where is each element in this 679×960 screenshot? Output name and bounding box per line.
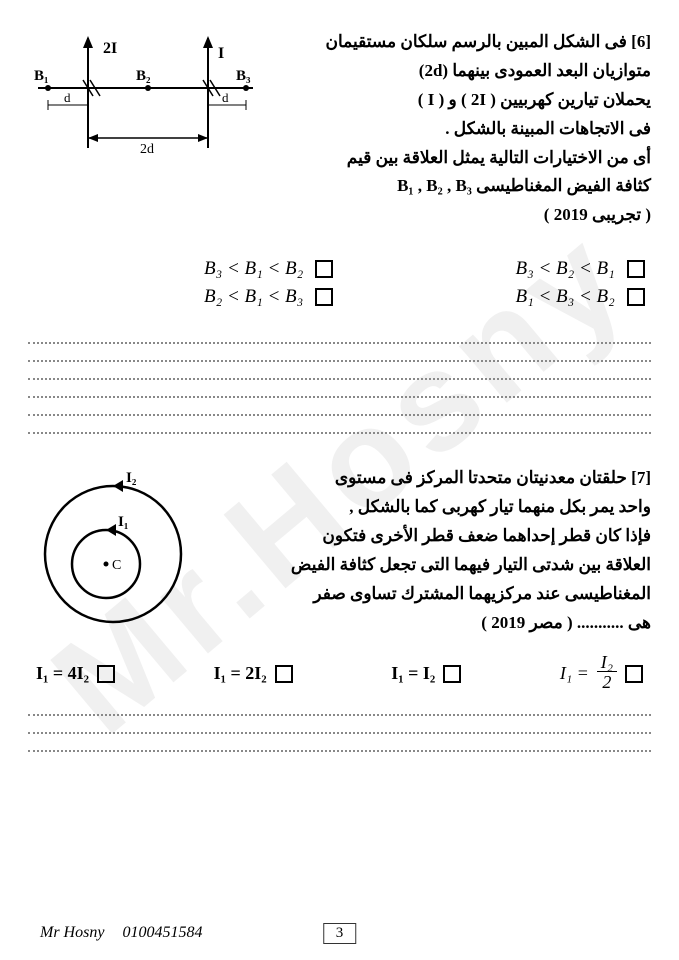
q7-line-4: المغناطيسى عند مركزيهما المشترك تساوى صف… <box>313 584 651 603</box>
dotted-line <box>28 732 651 734</box>
q7-line-0: حلقتان معدنيتان متحدتا المركز فى مستوى <box>335 468 627 487</box>
q6-option-d[interactable]: B₁ < B₃ < B₂ <box>346 286 645 308</box>
q6-option-a[interactable]: B₃ < B₁ < B₂ <box>34 258 333 280</box>
q6-line-2: يحملان تيارين كهربيين ( 2I ) و ( I ) <box>418 90 651 109</box>
checkbox-icon <box>443 665 461 683</box>
q6-line-3: فى الاتجاهات المبينة بالشكل . <box>445 119 651 138</box>
q7-line-1: واحد يمر بكل منهما تيار كهربى كما بالشكل… <box>349 497 651 516</box>
q7-label-I2: I₂ <box>126 470 137 486</box>
q6-label-B1: B₁ <box>34 68 49 84</box>
q7-option-a-text: I₁ = 4I₂ <box>36 663 89 684</box>
q7-option-a[interactable]: I₁ = 4I₂ <box>36 653 115 694</box>
q6-figure: 2I I B₁ B₂ B₃ <box>28 28 258 183</box>
checkbox-icon <box>625 665 643 683</box>
question-7: I₂ I₁ C [7] حلقتان معدنيتان متحدتا المرك… <box>28 464 651 639</box>
q7-option-d-den: 2 <box>597 672 617 694</box>
dotted-line <box>28 396 651 398</box>
dotted-line <box>28 378 651 380</box>
checkbox-icon <box>627 288 645 306</box>
q6-line-0: فى الشكل المبين بالرسم سلكان مستقيمان <box>326 32 627 51</box>
q6-line-4: أى من الاختيارات التالية يمثل العلاقة بي… <box>347 148 651 167</box>
footer-author: Mr Hosny <box>40 924 104 942</box>
q7-option-d-lhs: I₁ = <box>560 663 589 684</box>
q6-label-B2: B₂ <box>136 68 151 84</box>
q7-option-c-text: I₁ = I₂ <box>391 663 435 684</box>
q6-option-c[interactable]: B₂ < B₁ < B₃ <box>34 286 333 308</box>
q7-figure: I₂ I₁ C <box>28 464 198 639</box>
dotted-line <box>28 714 651 716</box>
footer-phone: 0100451584 <box>122 924 202 942</box>
page-footer: Mr Hosny 0100451584 3 <box>0 924 679 942</box>
dotted-line <box>28 414 651 416</box>
q7-option-b[interactable]: I₁ = 2I₂ <box>214 653 293 694</box>
q7-option-d[interactable]: I₁ = I₂ 2 <box>560 653 643 694</box>
q6-label-2I: 2I <box>103 40 117 57</box>
q6-label-d-right: d <box>222 90 229 105</box>
q7-line-3: العلاقة بين شدتى التيار فيهما التى تجعل … <box>291 555 651 574</box>
q7-option-c[interactable]: I₁ = I₂ <box>391 653 461 694</box>
q6-option-a-text: B₃ < B₁ < B₂ <box>204 258 303 280</box>
q7-line-5: هى ........... ( مصر 2019 ) <box>481 613 651 632</box>
q6-line-5: كثافة الفيض المغناطيسى B₁ , B₂ , B₃ <box>397 176 651 195</box>
q6-option-b[interactable]: B₃ < B₂ < B₁ <box>346 258 645 280</box>
q6-label-2d: 2d <box>140 142 154 157</box>
checkbox-icon <box>315 260 333 278</box>
q6-label-d-left: d <box>64 90 71 105</box>
answer-lines-q7 <box>28 714 651 752</box>
q7-label-I1: I₁ <box>118 514 128 530</box>
checkbox-icon <box>97 665 115 683</box>
checkbox-icon <box>315 288 333 306</box>
checkbox-icon <box>627 260 645 278</box>
page-number: 3 <box>323 923 357 944</box>
dotted-line <box>28 432 651 434</box>
q6-number: [6] <box>631 32 651 51</box>
q6-options: B₃ < B₁ < B₂ B₂ < B₁ < B₃ B₃ < B₂ < B₁ B… <box>28 252 651 314</box>
q6-line-1: متوازيان البعد العمودى بينهما (2d) <box>419 61 651 80</box>
q7-option-d-num: I₂ <box>597 653 617 672</box>
q6-label-I: I <box>218 45 224 62</box>
q7-option-d-frac: I₂ 2 <box>597 653 617 694</box>
q7-number: [7] <box>631 468 651 487</box>
q7-option-b-text: I₁ = 2I₂ <box>214 663 267 684</box>
q7-options: I₁ = 4I₂ I₁ = 2I₂ I₁ = I₂ I₁ = I₂ 2 <box>28 653 651 694</box>
q6-text: [6] فى الشكل المبين بالرسم سلكان مستقيما… <box>268 28 651 230</box>
q7-label-C: C <box>112 558 121 573</box>
answer-lines-q6 <box>28 342 651 434</box>
q6-option-d-text: B₁ < B₃ < B₂ <box>515 286 614 308</box>
dotted-line <box>28 750 651 752</box>
q6-option-b-text: B₃ < B₂ < B₁ <box>515 258 614 280</box>
q7-text: [7] حلقتان معدنيتان متحدتا المركز فى مست… <box>212 464 651 637</box>
dotted-line <box>28 360 651 362</box>
question-6: 2I I B₁ B₂ B₃ <box>28 28 651 230</box>
q6-line-6: ( تجريبى 2019 ) <box>544 205 651 224</box>
page-content: 2I I B₁ B₂ B₃ <box>0 0 679 960</box>
dotted-line <box>28 342 651 344</box>
q7-line-2: فإذا كان قطر إحداهما ضعف قطر الأخرى فتكو… <box>322 526 651 545</box>
q6-option-c-text: B₂ < B₁ < B₃ <box>204 286 303 308</box>
q6-label-B3: B₃ <box>236 68 251 84</box>
checkbox-icon <box>275 665 293 683</box>
